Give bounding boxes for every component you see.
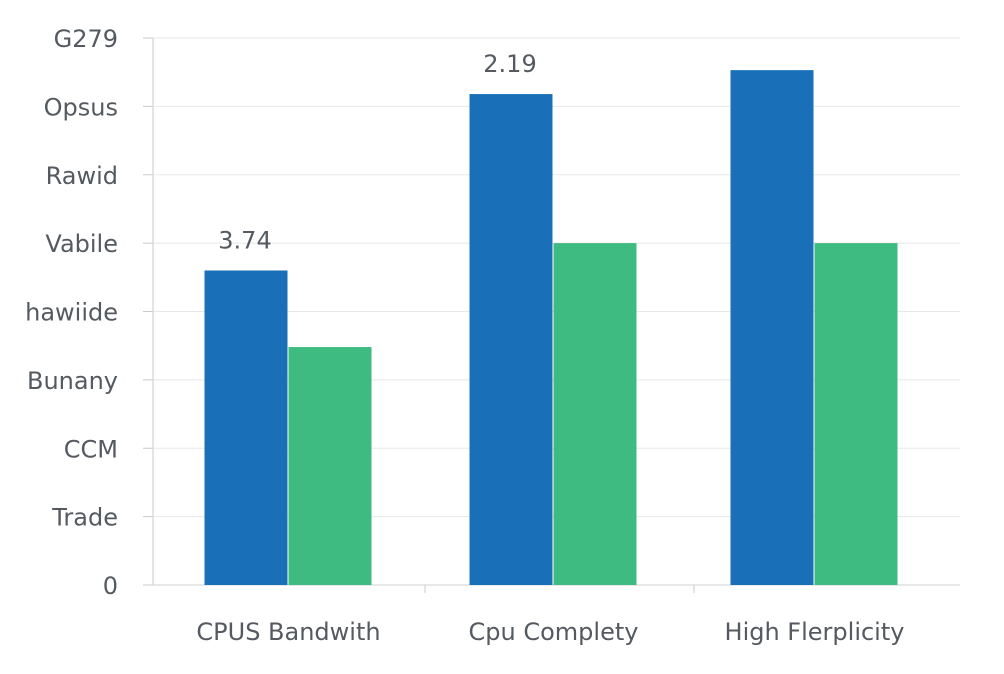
data-label: 2.19 [483, 50, 536, 78]
y-tick-label: Vabile [45, 230, 118, 258]
y-tick-label: 0 [103, 572, 118, 600]
x-axis: CPUS Bandwith Cpu Complety High Flerplicit… [196, 585, 904, 646]
y-tick-label: CCM [64, 435, 118, 463]
y-tick-label: Opsus [44, 93, 118, 121]
y-tick-label: Rawid [46, 162, 118, 190]
bars: 3.74 2.19 [204, 50, 898, 586]
x-tick-label: CPUS Bandwith [196, 618, 380, 646]
bar-series0-2 [730, 70, 814, 586]
y-tick-label: G279 [54, 25, 118, 53]
x-tick-label: Cpu Complety [469, 618, 639, 646]
y-axis: 0 Trade CCM Bunany hawiide Vabile Rawid Opsus G2… [25, 25, 153, 600]
bar-series0-0 [204, 270, 288, 585]
bar-series0-1 [469, 94, 553, 585]
data-label: 3.74 [218, 226, 271, 254]
bar-series1-2 [814, 243, 898, 585]
y-tick-label: hawiide [25, 299, 118, 327]
x-tick-label: High Flerplicity [725, 618, 905, 646]
bar-series1-0 [288, 347, 372, 585]
bar-series1-1 [553, 243, 637, 585]
y-tick-label: Trade [51, 504, 118, 532]
y-tick-label: Bunany [27, 367, 118, 395]
